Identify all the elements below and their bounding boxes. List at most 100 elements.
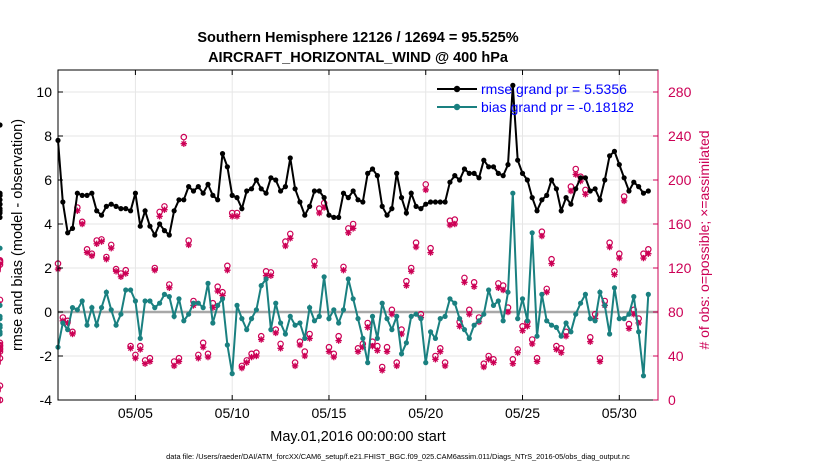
- rmse-point: [476, 175, 482, 181]
- rmse-point: [263, 190, 269, 196]
- asterisk-stroke: [253, 353, 260, 359]
- bias-point: [195, 300, 201, 306]
- bias-point: [607, 331, 613, 337]
- bias-point: [302, 335, 308, 341]
- obs-assimilated-marker: [161, 206, 168, 213]
- rmse-point: [0, 206, 3, 212]
- obs-possible-marker: [0, 348, 4, 355]
- asterisk-stroke: [432, 356, 439, 362]
- bias-point: [0, 329, 3, 335]
- bias-point: [519, 296, 526, 302]
- bias-point: [645, 291, 651, 297]
- rmse-point: [0, 214, 3, 220]
- bias-point: [640, 373, 647, 379]
- bias-point: [65, 327, 71, 333]
- bias-point: [229, 371, 235, 377]
- y-tick-label-left: 8: [44, 128, 52, 144]
- bias-point: [244, 327, 250, 333]
- rmse-point: [636, 184, 642, 190]
- rmse-point: [452, 173, 458, 179]
- rmse-point: [229, 192, 235, 198]
- rmse-point: [331, 214, 337, 220]
- rmse-point: [369, 166, 376, 172]
- asterisk-stroke: [331, 354, 337, 360]
- asterisk-stroke: [74, 208, 81, 214]
- asterisk-stroke: [408, 268, 414, 274]
- bias-point: [418, 316, 424, 322]
- chart-title-line2: AIRCRAFT_HORIZONTAL_WIND @ 400 hPa: [208, 50, 509, 66]
- asterisk-stroke: [248, 354, 255, 360]
- bias-point: [495, 298, 501, 304]
- rmse-point: [500, 173, 506, 179]
- asterisk-stroke: [394, 363, 400, 369]
- rmse-point: [621, 175, 627, 181]
- obs-assimilated-marker: [325, 348, 333, 355]
- bias-point: [597, 289, 603, 295]
- asterisk-stroke: [510, 361, 516, 367]
- rmse-point: [292, 186, 298, 192]
- asterisk-stroke: [147, 358, 153, 365]
- rmse-point: [486, 164, 492, 170]
- asterisk-stroke: [544, 289, 550, 295]
- y-tick-label-left: 10: [36, 84, 52, 100]
- asterisk-stroke: [355, 348, 361, 355]
- asterisk-stroke: [302, 353, 308, 359]
- asterisk-stroke: [69, 331, 76, 337]
- bias-point: [500, 318, 506, 324]
- obs-assimilated-marker: [456, 323, 463, 330]
- bias-point: [234, 302, 240, 308]
- asterisk-stroke: [268, 273, 274, 279]
- rmse-point: [205, 181, 211, 187]
- obs-assimilated-marker: [340, 267, 347, 274]
- rmse-point: [0, 192, 3, 198]
- bias-point: [273, 300, 279, 306]
- rmse-point: [394, 170, 400, 176]
- series-lines: [0, 82, 651, 379]
- obs-assimilated-marker: [108, 245, 115, 252]
- y-tick-label-left: 6: [44, 172, 52, 188]
- rmse-point: [210, 192, 216, 198]
- obs-assimilated-marker: [499, 286, 507, 294]
- rmse-point: [490, 164, 497, 170]
- asterisk-stroke: [471, 284, 477, 290]
- rmse-point: [147, 223, 153, 229]
- rmse-point: [89, 190, 95, 196]
- bias-point: [505, 289, 511, 295]
- chart-title-line1: Southern Hemisphere 12126 / 12694 = 95.5…: [197, 30, 518, 46]
- obs-assimilated-marker: [383, 348, 391, 355]
- obs-assimilated-marker: [364, 324, 371, 331]
- obs-assimilated-marker: [558, 349, 565, 356]
- rmse-point: [510, 82, 516, 88]
- asterisk-stroke: [640, 255, 647, 261]
- obs-assimilated-marker: [272, 329, 279, 337]
- rmse-point: [98, 212, 105, 218]
- asterisk-stroke: [244, 359, 250, 366]
- rmse-point: [548, 177, 555, 183]
- bias-point: [592, 318, 598, 324]
- y-axis-label-left: rmse and bias (model - observation): [10, 119, 26, 351]
- asterisk-stroke: [616, 255, 622, 261]
- bias-point: [340, 307, 347, 313]
- obs-assimilated-marker: [311, 262, 318, 269]
- obs-assimilated-marker: [103, 256, 110, 263]
- y-tick-label-right: 80: [668, 304, 684, 320]
- y-tick-label-left: -4: [40, 392, 53, 408]
- rmse-point: [539, 197, 545, 203]
- asterisk-stroke: [553, 346, 560, 353]
- obs-assimilated-marker: [306, 335, 313, 342]
- asterisk-stroke: [568, 188, 574, 194]
- asterisk-stroke: [606, 244, 613, 250]
- asterisk-stroke: [98, 238, 105, 245]
- asterisk-stroke: [423, 187, 429, 193]
- x-tick-label: 05/20: [408, 405, 443, 421]
- bias-point: [466, 335, 472, 341]
- obs-assimilated-marker: [291, 362, 299, 370]
- obs-assimilated-marker: [282, 242, 289, 250]
- obs-assimilated-marker: [625, 325, 633, 332]
- bias-point: [524, 318, 530, 324]
- obs-assimilated-marker: [345, 229, 352, 236]
- rmse-point: [398, 195, 405, 201]
- rmse-point: [166, 232, 172, 238]
- rmse-point: [534, 208, 540, 214]
